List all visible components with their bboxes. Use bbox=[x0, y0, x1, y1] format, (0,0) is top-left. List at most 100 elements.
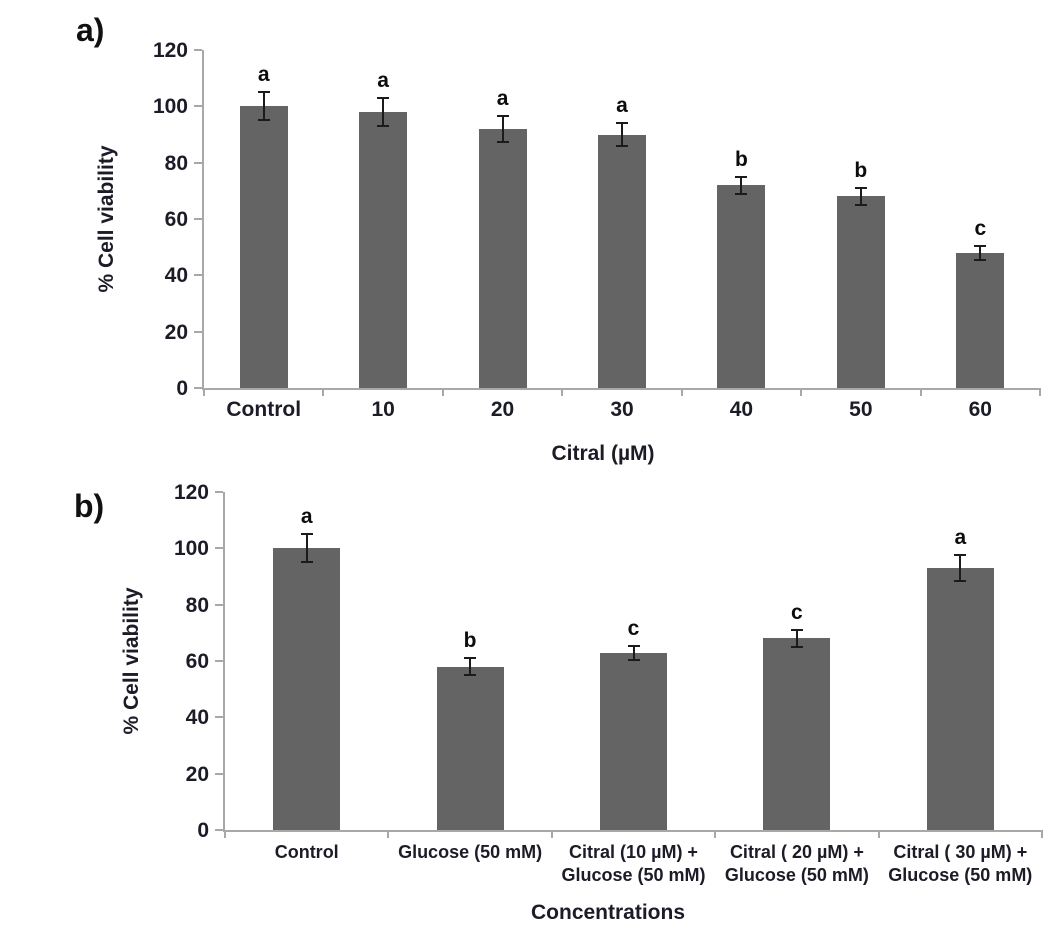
x-axis-tick bbox=[322, 388, 325, 396]
y-axis-title-a: % Cell viability bbox=[95, 145, 118, 293]
x-axis-tick bbox=[387, 830, 390, 838]
y-tick-label: 40 bbox=[164, 264, 188, 288]
error-bar-cap-top bbox=[974, 244, 987, 247]
y-axis-tick bbox=[194, 161, 202, 164]
error-bar bbox=[621, 123, 623, 146]
error-bar bbox=[382, 97, 385, 127]
significance-letter: c bbox=[791, 601, 803, 625]
significance-letter: a bbox=[496, 87, 509, 111]
x-tick-label: Control bbox=[274, 842, 339, 862]
significance-letter: a bbox=[257, 63, 270, 87]
significance-letter: a bbox=[300, 505, 313, 529]
error-bar-cap-top bbox=[854, 187, 867, 190]
error-bar-cap-bottom bbox=[854, 203, 867, 206]
error-bar-cap-top bbox=[790, 629, 803, 632]
error-bar-cap-bottom bbox=[257, 119, 270, 122]
error-bar-cap-bottom bbox=[627, 658, 640, 661]
error-bar-cap-bottom bbox=[790, 645, 803, 648]
x-tick-label: 10 bbox=[371, 398, 395, 421]
x-axis-tick bbox=[550, 830, 553, 838]
y-tick-label: 20 bbox=[185, 762, 209, 786]
error-bar bbox=[501, 116, 504, 142]
y-tick-label: 0 bbox=[197, 819, 209, 842]
bar bbox=[273, 548, 341, 830]
y-tick-label: 60 bbox=[185, 650, 209, 673]
error-bar bbox=[469, 658, 472, 676]
x-tick-label: Citral ( 30 µM) + Glucose (50 mM) bbox=[888, 842, 1033, 886]
bar bbox=[956, 252, 1005, 388]
error-bar-cap-bottom bbox=[464, 674, 477, 677]
bar bbox=[926, 568, 994, 830]
y-axis-tick bbox=[194, 49, 202, 51]
error-bar-cap-bottom bbox=[496, 140, 509, 143]
y-axis-tick bbox=[215, 829, 223, 831]
y-tick-label: 20 bbox=[164, 320, 188, 344]
significance-letter: b bbox=[735, 147, 748, 171]
bar bbox=[763, 638, 831, 830]
y-tick-label: 40 bbox=[185, 706, 209, 730]
y-axis-tick bbox=[215, 603, 223, 606]
bar bbox=[239, 106, 288, 388]
x-tick-label: Citral ( 20 µM) + Glucose (50 mM) bbox=[724, 842, 869, 886]
x-axis-tick bbox=[224, 830, 226, 838]
significance-letter: b bbox=[854, 159, 868, 183]
error-bar bbox=[305, 534, 308, 563]
bar bbox=[717, 185, 766, 388]
x-axis-tick bbox=[1041, 830, 1043, 838]
y-axis-tick bbox=[215, 716, 223, 719]
y-axis-tick bbox=[194, 387, 202, 389]
x-axis-tick bbox=[203, 388, 205, 396]
significance-letter: c bbox=[974, 216, 987, 240]
error-bar-cap-top bbox=[464, 657, 477, 660]
y-axis-tick bbox=[215, 547, 223, 550]
error-bar-cap-top bbox=[257, 91, 270, 94]
x-axis-tick bbox=[877, 830, 880, 838]
error-bar-cap-bottom bbox=[377, 125, 390, 128]
x-axis-tick bbox=[561, 388, 564, 396]
significance-letter: a bbox=[616, 94, 628, 118]
x-axis-title-a: Citral (µM) bbox=[551, 442, 655, 465]
error-bar bbox=[859, 188, 862, 205]
error-bar-cap-bottom bbox=[954, 579, 967, 582]
error-bar-cap-top bbox=[627, 644, 640, 647]
y-tick-label: 100 bbox=[152, 95, 188, 119]
x-axis-title-b: Concentrations bbox=[530, 901, 686, 924]
x-axis-tick bbox=[680, 388, 683, 396]
error-bar-cap-bottom bbox=[735, 192, 748, 195]
error-bar bbox=[959, 555, 962, 581]
error-bar bbox=[979, 245, 982, 260]
panel-b-label: b) bbox=[74, 488, 105, 524]
error-bar-cap-bottom bbox=[300, 561, 313, 564]
y-tick-label: 100 bbox=[173, 537, 209, 561]
y-tick-label: 60 bbox=[164, 208, 188, 231]
plot-area-b: 0 20 40 60 80 100 120 a Control b Glucose (50 mM) c… bbox=[174, 482, 1043, 885]
y-axis-tick bbox=[194, 105, 202, 108]
y-axis-tick bbox=[194, 274, 202, 277]
error-bar-cap-top bbox=[377, 96, 390, 99]
error-bar-cap-top bbox=[954, 554, 967, 557]
y-tick-label: 120 bbox=[173, 481, 209, 504]
y-tick-label: 80 bbox=[185, 593, 209, 617]
plot-area-a: 0 20 40 60 80 100 120 a Control a 10 a 20 a 30 b 40 b 50 c 6… bbox=[153, 40, 1041, 421]
y-axis-title-b: % Cell viability bbox=[120, 587, 143, 735]
bar bbox=[600, 652, 667, 830]
error-bar-cap-bottom bbox=[974, 258, 987, 261]
x-tick-label: Glucose (50 mM) bbox=[398, 842, 543, 862]
x-axis-tick bbox=[919, 388, 922, 396]
bar bbox=[478, 128, 527, 388]
x-axis-tick bbox=[714, 830, 717, 838]
y-axis-tick bbox=[215, 660, 223, 662]
panel-a-label: a) bbox=[76, 12, 105, 48]
x-axis-tick bbox=[800, 388, 803, 396]
error-bar-cap-top bbox=[300, 533, 313, 536]
y-tick-label: 0 bbox=[176, 377, 188, 400]
error-bar bbox=[262, 92, 265, 121]
x-tick-label: Citral (10 µM) + Glucose (50 mM) bbox=[561, 842, 706, 886]
x-tick-label: 20 bbox=[490, 398, 515, 421]
y-axis-tick bbox=[215, 772, 223, 775]
bar bbox=[359, 111, 408, 388]
error-bar-cap-top bbox=[735, 175, 748, 178]
error-bar-cap-top bbox=[496, 115, 509, 118]
x-axis-tick bbox=[1039, 388, 1041, 396]
